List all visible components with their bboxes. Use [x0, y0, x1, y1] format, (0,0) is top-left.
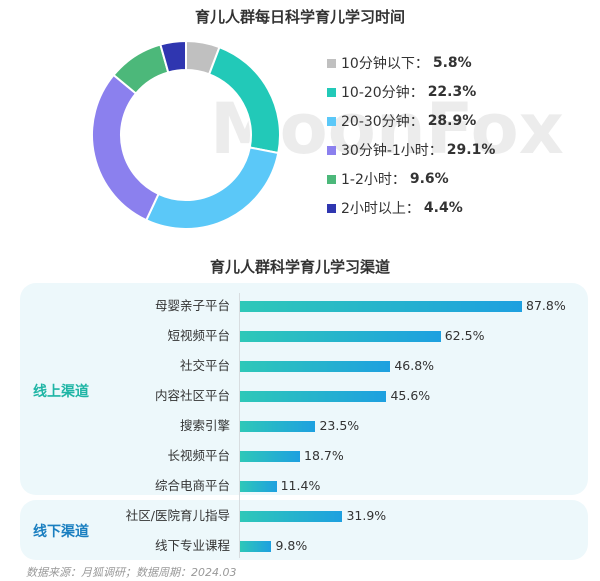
bar — [240, 481, 277, 492]
legend-swatch — [327, 174, 336, 184]
legend-item: 10分钟以下： 5.8% — [327, 53, 472, 73]
bar — [240, 511, 343, 522]
legend-value: 9.6% — [409, 171, 449, 187]
legend-item: 1-2小时： 9.6% — [327, 169, 449, 189]
legend-value: 28.9% — [427, 113, 477, 129]
legend-colon: ： — [409, 85, 424, 101]
bar-category-label: 内容社区平台 — [154, 388, 230, 403]
legend-swatch — [327, 58, 336, 68]
source-footer: 数据来源：月狐调研；数据周期：2024.03 — [26, 566, 237, 579]
legend-colon: ： — [428, 143, 443, 159]
legend-value: 5.8% — [432, 55, 472, 71]
bar — [240, 541, 272, 552]
legend-colon: ： — [405, 201, 420, 217]
bar-category-label: 社交平台 — [179, 358, 230, 373]
legend-label: 1-2小时 — [341, 172, 392, 188]
legend-item: 10-20分钟： 22.3% — [327, 82, 476, 102]
online-label: 线上渠道 — [33, 384, 89, 400]
bar-category-label: 长视频平台 — [167, 448, 230, 463]
legend-swatch — [327, 116, 336, 126]
legend-item: 30分钟-1小时： 29.1% — [327, 140, 495, 160]
bar-category-label: 综合电商平台 — [154, 478, 230, 493]
legend-item: 20-30分钟： 28.9% — [327, 111, 476, 131]
bar-value-label: 45.6% — [390, 388, 431, 403]
offline-label: 线下渠道 — [33, 524, 89, 540]
bar-category-label: 母婴亲子平台 — [154, 298, 230, 313]
bar-value-label: 87.8% — [526, 298, 566, 313]
bar — [240, 451, 301, 462]
bar-value-label: 11.4% — [280, 478, 321, 493]
donut-slice — [159, 39, 187, 74]
bar-category-label: 短视频平台 — [167, 328, 230, 343]
bar-value-label: 31.9% — [346, 508, 387, 523]
bar-axis — [239, 293, 240, 558]
donut-title: 育儿人群每日科学育儿学习时间 — [194, 8, 405, 26]
legend-swatch — [327, 203, 336, 213]
legend-label: 30分钟-1小时 — [341, 143, 429, 159]
bar — [240, 301, 522, 312]
bar-category-label: 线下专业课程 — [154, 538, 230, 553]
legend-swatch — [327, 87, 336, 97]
donut-slice — [91, 73, 160, 222]
bar — [240, 391, 387, 402]
legend-value: 29.1% — [446, 142, 496, 158]
legend-value: 4.4% — [423, 200, 463, 216]
legend-label: 2小时以上 — [341, 201, 406, 217]
bar — [240, 331, 441, 342]
bar-value-label: 23.5% — [319, 418, 360, 433]
legend-colon: ： — [414, 56, 429, 72]
bar — [240, 421, 316, 432]
donut-chart — [91, 39, 281, 230]
legend-label: 10分钟以下 — [341, 56, 415, 72]
legend-colon: ： — [409, 114, 424, 130]
offline-panel — [20, 500, 588, 560]
legend-label: 10-20分钟 — [341, 85, 410, 101]
legend-label: 20-30分钟 — [341, 114, 410, 130]
bar-category-label: 社区/医院育儿指导 — [125, 508, 230, 523]
bar-value-label: 62.5% — [444, 328, 485, 343]
bar-value-label: 46.8% — [394, 358, 435, 373]
online-panel — [20, 283, 588, 495]
bar-value-label: 18.7% — [304, 448, 344, 463]
legend-swatch — [327, 145, 336, 155]
bar-title: 育儿人群科学育儿学习渠道 — [209, 258, 390, 276]
bar — [240, 361, 391, 372]
legend-value: 22.3% — [427, 84, 477, 100]
legend-item: 2小时以上： 4.4% — [327, 198, 463, 218]
donut-slice — [207, 45, 281, 155]
donut-slice — [144, 146, 280, 230]
legend-colon: ： — [391, 172, 406, 188]
bar-category-label: 搜索引擎 — [179, 418, 230, 433]
bar-value-label: 9.8% — [275, 538, 308, 553]
